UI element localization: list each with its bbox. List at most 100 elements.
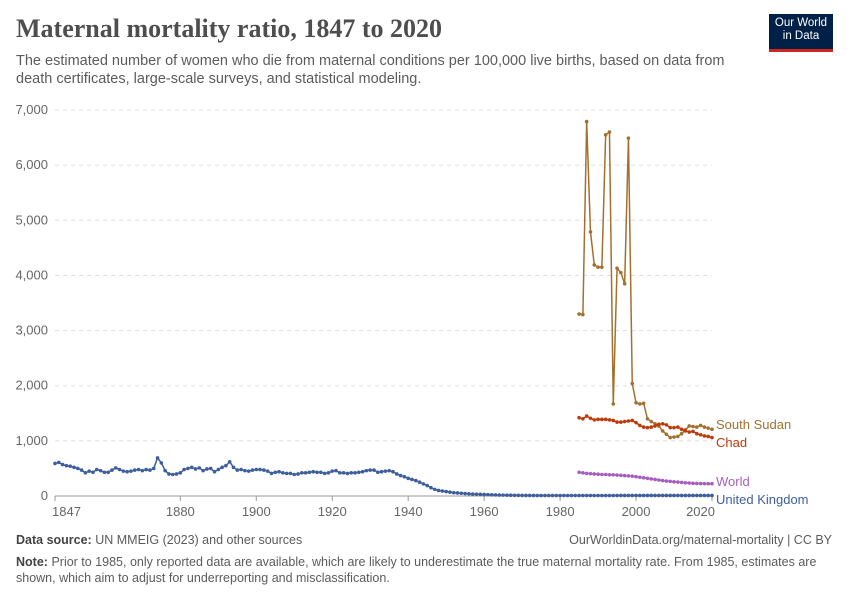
data-point: [679, 493, 684, 498]
data-point: [577, 493, 581, 498]
data-point: [197, 466, 202, 470]
data-point: [630, 381, 635, 386]
data-point: [672, 479, 676, 484]
data-point: [231, 465, 236, 470]
data-point: [691, 493, 695, 498]
data-point: [706, 426, 711, 430]
y-tick-label: 7,000: [15, 102, 48, 117]
data-point: [565, 493, 570, 498]
data-point: [562, 493, 566, 498]
data-point: [698, 481, 703, 486]
data-point: [638, 475, 642, 480]
data-point: [695, 425, 699, 429]
data-point: [649, 477, 654, 481]
y-tick-label: 4,000: [15, 267, 48, 282]
source-url[interactable]: OurWorldinData.org/maternal-mortality | …: [569, 533, 832, 547]
data-point: [239, 467, 243, 472]
data-point: [603, 133, 608, 137]
series-label: World: [716, 474, 750, 489]
data-point: [326, 471, 331, 475]
data-point: [174, 472, 179, 476]
data-point: [687, 481, 692, 485]
data-point: [501, 493, 505, 497]
data-point: [391, 469, 395, 474]
data-point: [455, 491, 460, 495]
data-point: [364, 468, 369, 473]
data-point: [478, 492, 483, 497]
data-point: [581, 417, 585, 421]
data-point: [319, 470, 323, 475]
data-point: [634, 493, 638, 498]
data-point: [569, 493, 574, 498]
chart-subtitle: The estimated number of women who die fr…: [16, 53, 725, 87]
data-point: [573, 493, 578, 498]
data-point: [584, 471, 589, 476]
data-point: [626, 136, 631, 140]
data-point: [56, 460, 61, 465]
data-point: [668, 493, 673, 498]
data-point: [322, 471, 327, 476]
data-point: [638, 493, 642, 498]
data-point: [672, 435, 676, 439]
data-point: [653, 424, 657, 428]
data-point: [436, 488, 441, 493]
data-point: [668, 425, 673, 430]
series-label: Chad: [716, 435, 747, 450]
data-point: [258, 467, 262, 472]
data-point: [619, 270, 623, 275]
data-point: [182, 467, 186, 472]
data-point: [368, 468, 373, 472]
data-point: [376, 470, 380, 475]
data-point: [167, 472, 171, 476]
y-tick-label: 3,000: [15, 323, 48, 338]
data-point: [626, 493, 631, 498]
data-point: [641, 476, 646, 480]
data-point: [584, 119, 589, 124]
data-point: [265, 469, 270, 473]
data-point: [91, 470, 95, 475]
data-point: [626, 419, 631, 423]
data-point: [459, 491, 464, 496]
data-point: [584, 493, 589, 498]
data-point: [592, 263, 597, 267]
data-point: [53, 461, 57, 466]
y-tick-label: 1,000: [15, 433, 48, 448]
data-point: [581, 471, 585, 475]
data-point: [649, 419, 654, 424]
data-point: [216, 467, 221, 472]
data-point: [683, 480, 688, 485]
series-line-united-kingdom: [54, 456, 712, 497]
data-point: [94, 467, 99, 472]
data-point: [683, 429, 688, 433]
data-point: [660, 421, 665, 426]
data-point: [360, 469, 365, 474]
data-point: [596, 417, 600, 422]
data-point: [687, 493, 692, 498]
data-point: [311, 469, 316, 474]
data-point: [470, 492, 475, 496]
data-point: [288, 471, 293, 476]
data-point: [664, 432, 669, 437]
data-point: [649, 493, 654, 498]
data-point: [341, 471, 346, 475]
data-point: [581, 493, 585, 498]
data-point: [493, 493, 498, 497]
footnote: Note: Prior to 1985, only reported data …: [16, 555, 817, 585]
owid-logo[interactable]: Our World in Data: [769, 14, 833, 52]
data-point: [387, 468, 391, 473]
data-point: [512, 493, 517, 498]
data-point: [603, 472, 608, 477]
data-point: [539, 493, 543, 498]
data-point: [129, 469, 133, 473]
data-point: [451, 490, 456, 495]
data-point: [273, 470, 278, 475]
data-point: [448, 490, 452, 494]
data-point: [611, 472, 616, 477]
data-point: [615, 473, 619, 477]
data-point: [615, 493, 619, 498]
data-point: [64, 463, 69, 468]
data-point: [577, 312, 581, 316]
x-tick-label: 1980: [546, 504, 575, 519]
data-source: Data source: UN MMEIG (2023) and other s…: [16, 533, 303, 547]
data-point: [603, 493, 608, 498]
